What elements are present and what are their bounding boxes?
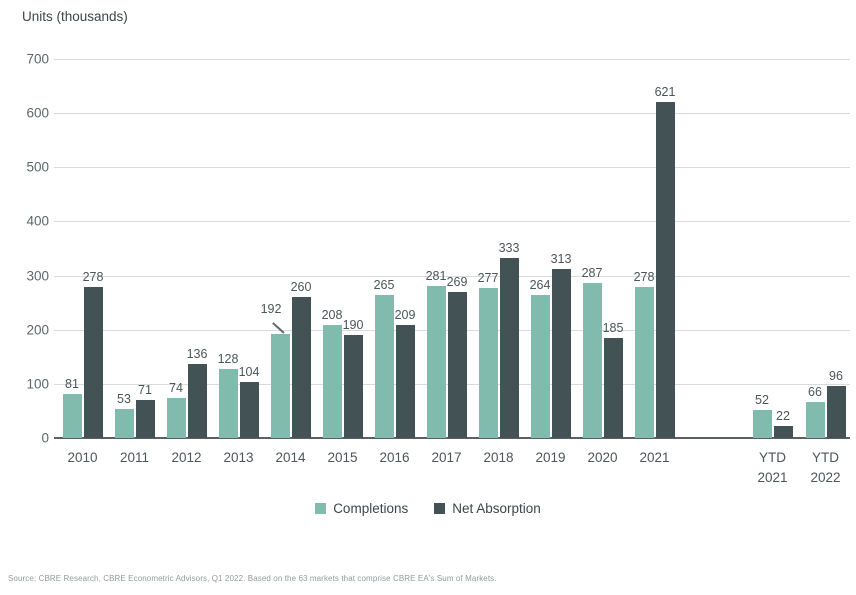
bar-net-absorption (499, 257, 519, 438)
bar-value-label: 277 (477, 271, 499, 286)
x-axis-tick: 2018 (483, 450, 514, 465)
bar-value-label: 265 (373, 277, 395, 292)
bar-value-label: 52 (755, 392, 769, 407)
bar-net-absorption (343, 335, 363, 438)
bar-value-label: 81 (65, 377, 79, 392)
bar-value-label: 209 (394, 307, 416, 322)
x-axis-tick: 2013 (223, 450, 254, 465)
bar-value-label: 53 (117, 392, 131, 407)
legend-item-completions: Completions (315, 501, 408, 516)
bar-value-label: 260 (290, 280, 312, 295)
gridline (54, 113, 850, 115)
bar-net-absorption (239, 381, 259, 438)
gridline (54, 275, 850, 277)
bar-completions (805, 402, 825, 438)
bar-net-absorption (655, 101, 675, 438)
x-axis-tick: 2012 (171, 450, 202, 465)
label-leader-line (271, 322, 285, 334)
net-absorption-swatch (434, 503, 446, 514)
legend: Completions Net Absorption (0, 501, 856, 516)
y-axis-tick: 700 (26, 51, 49, 67)
bar-value-label: 190 (342, 318, 364, 333)
plot-area: 0 100 200 300 400 500 600 700 81 53 74 128 192 208 265… (26, 52, 850, 485)
bar-value-label: 287 (581, 265, 603, 280)
bar-value-label: 313 (550, 251, 572, 266)
bar-value-label: 66 (808, 385, 822, 400)
bar-value-label: 208 (321, 308, 343, 323)
y-axis-tick: 300 (26, 268, 49, 284)
bar-net-absorption (83, 287, 103, 438)
bar-net-absorption (291, 297, 311, 438)
x-axis-tick: 2021 (639, 450, 670, 465)
bar-value-label: 104 (238, 364, 260, 379)
bar-value-label: 281 (425, 268, 447, 283)
x-axis-tick: 2019 (535, 450, 566, 465)
bar-completions (478, 288, 498, 438)
bar-value-label: 74 (169, 380, 183, 395)
gridline (54, 221, 850, 223)
x-axis-tick: 2014 (275, 450, 306, 465)
bar-value-label: 278 (82, 270, 104, 285)
completions-swatch (315, 503, 327, 514)
bar-net-absorption (135, 399, 155, 438)
bar-value-label: 333 (498, 240, 520, 255)
bar-net-absorption (773, 426, 793, 438)
y-axis-tick: 200 (26, 322, 49, 338)
y-axis-tick: 600 (26, 105, 49, 121)
x-axis-tick: YTD 2021 (757, 450, 788, 485)
legend-label-completions: Completions (333, 501, 409, 516)
bar-completions (322, 325, 342, 438)
bar-net-absorption (395, 324, 415, 438)
bar-value-label: 278 (633, 270, 655, 285)
bar-value-label: 128 (217, 351, 239, 366)
bar-value-label: 264 (529, 278, 551, 293)
y-axis-tick: 100 (26, 376, 49, 392)
x-axis-tick: YTD 2022 (810, 450, 841, 485)
bar-completions (166, 397, 186, 438)
bar-completions (426, 285, 446, 438)
gridline (54, 59, 850, 60)
x-axis-tick: 2015 (327, 450, 358, 465)
bar-completions (752, 409, 772, 438)
x-axis-line (54, 437, 850, 439)
y-axis-tick: 500 (26, 159, 49, 175)
bar-value-label: 269 (446, 275, 468, 290)
y-axis-tick: 400 (26, 213, 49, 229)
bar-net-absorption (187, 364, 207, 438)
x-axis-tick: 2017 (431, 450, 462, 465)
bar-value-label: 136 (186, 347, 208, 362)
bar-net-absorption (826, 386, 846, 438)
legend-item-net-absorption: Net Absorption (434, 501, 541, 516)
bar-net-absorption (603, 337, 623, 438)
x-axis-tick: 2020 (587, 450, 618, 465)
bar-net-absorption (551, 268, 571, 438)
x-axis-tick: 2011 (119, 450, 150, 465)
bar-completions (62, 394, 82, 438)
chart-title: Units (thousands) (22, 9, 128, 24)
bar-value-label: 192 (260, 302, 282, 317)
x-axis-tick: 2010 (67, 450, 98, 465)
y-axis-tick: 0 (41, 430, 49, 446)
legend-label-net-absorption: Net Absorption (452, 501, 541, 516)
source-note: Source: CBRE Research, CBRE Econometric … (8, 574, 497, 583)
gridline (54, 167, 850, 169)
bar-completions (218, 368, 238, 438)
bar-completions (374, 294, 394, 438)
bar-completions (582, 282, 602, 438)
bar-value-label: 22 (776, 409, 790, 424)
bar-value-label: 71 (138, 382, 152, 397)
bar-value-label: 621 (654, 84, 676, 99)
x-axis-tick: 2016 (379, 450, 410, 465)
bar-completions (270, 334, 290, 438)
bar-net-absorption (447, 292, 467, 438)
bar-value-label: 96 (829, 369, 843, 384)
bar-completions (634, 287, 654, 438)
bar-completions (530, 295, 550, 438)
bar-completions (114, 409, 134, 438)
bar-value-label: 185 (602, 320, 624, 335)
